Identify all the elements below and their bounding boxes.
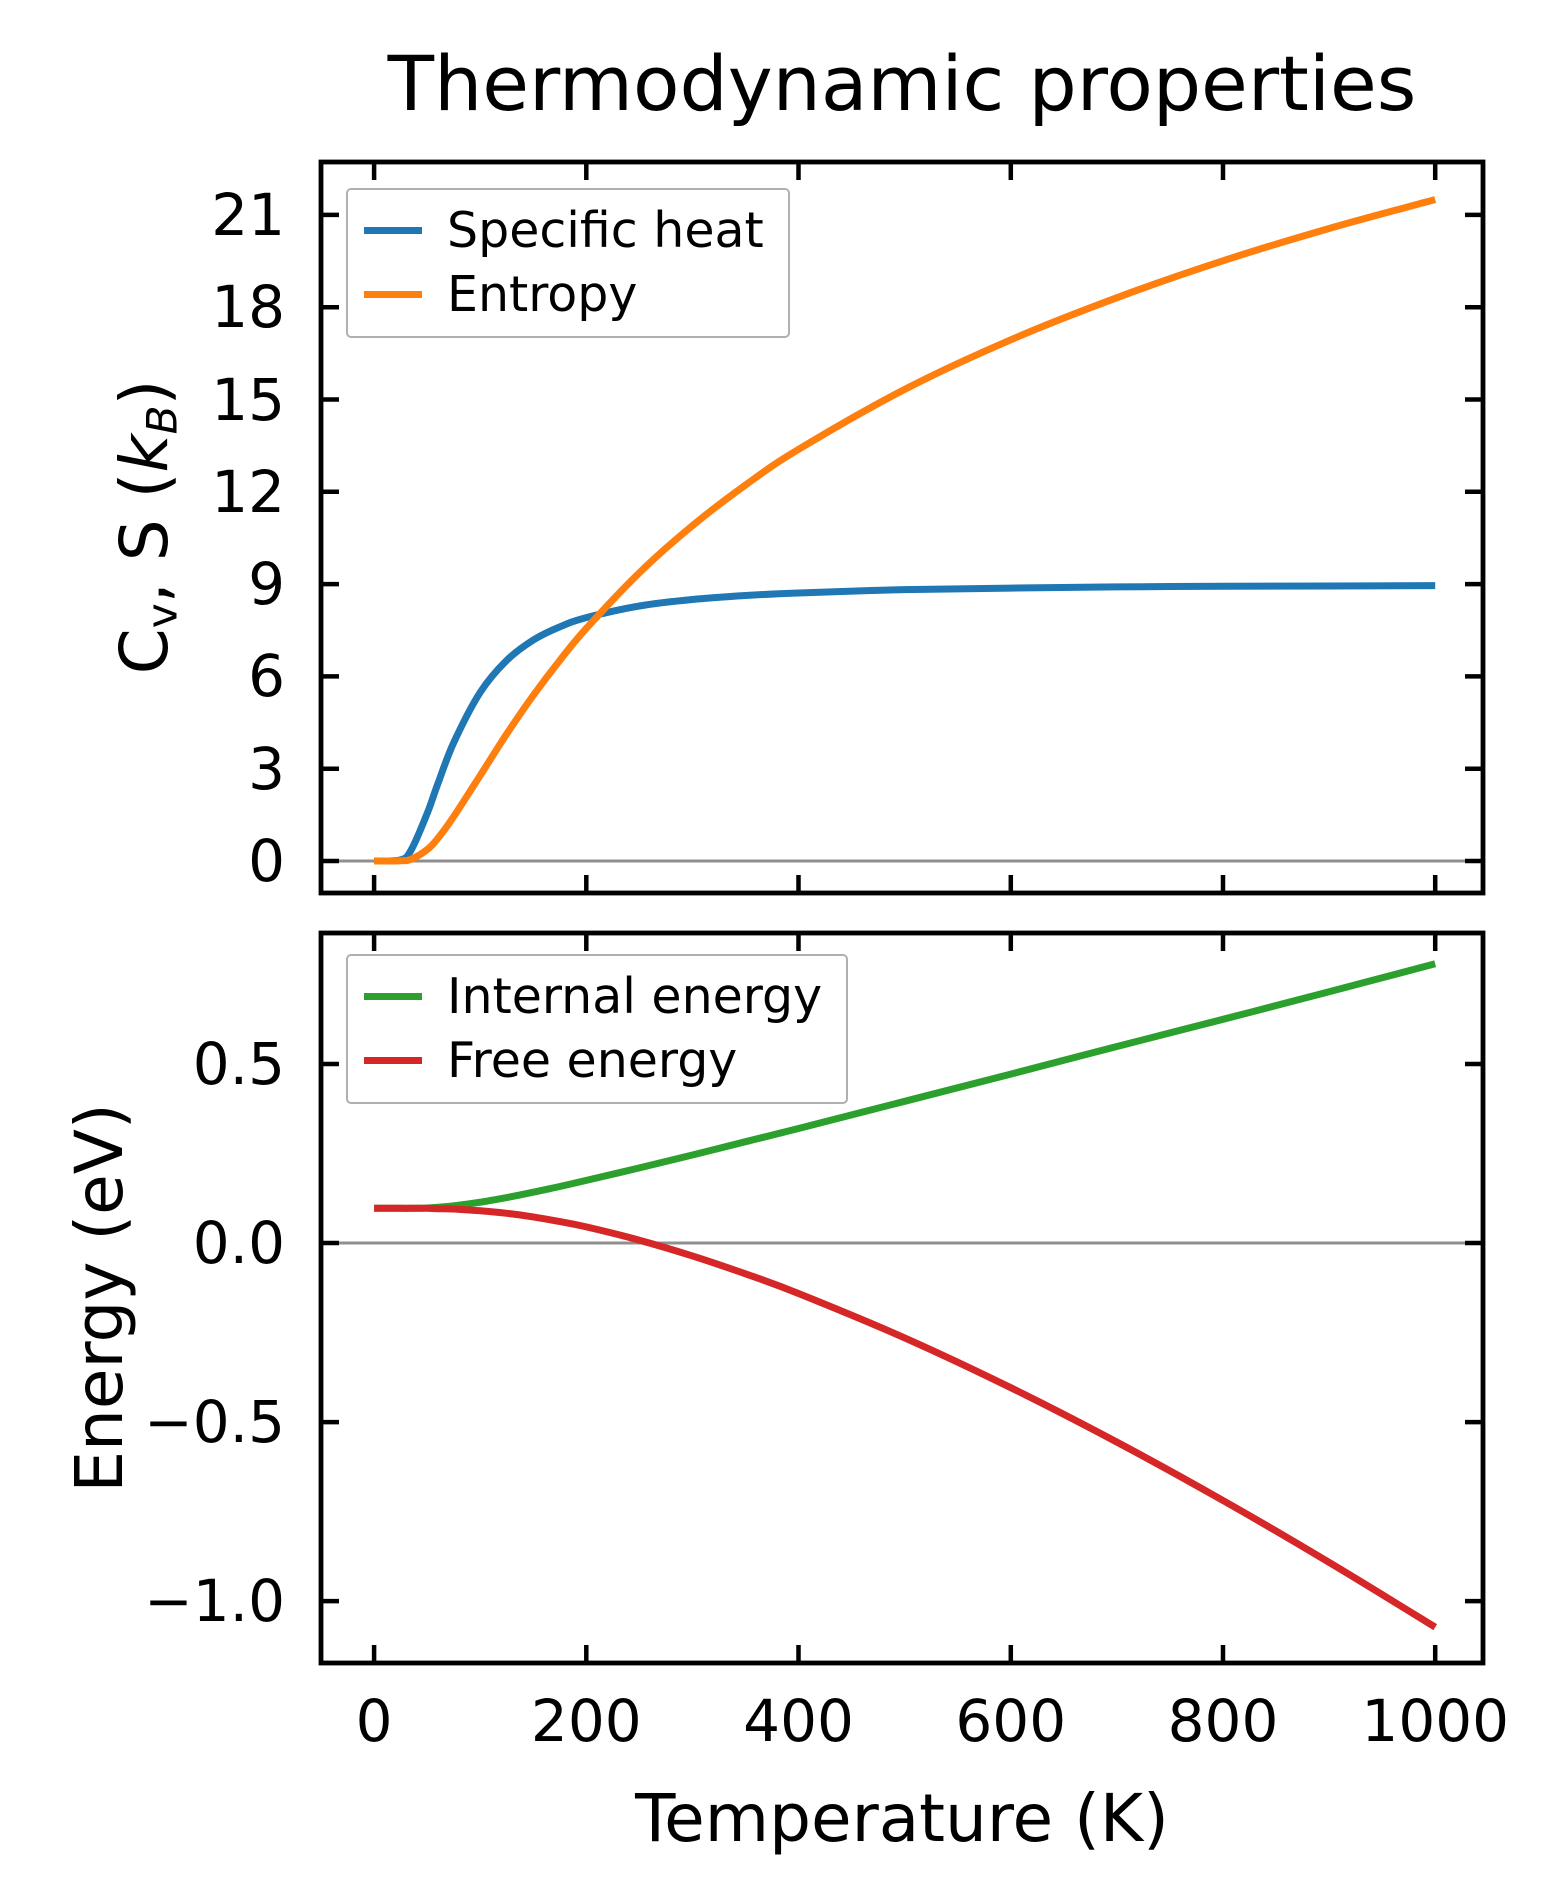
- y-tick-label: 12: [211, 457, 285, 526]
- legend-label: Specific heat: [447, 201, 764, 259]
- legend-item-specific-heat: Specific heat: [364, 198, 764, 262]
- legend-item-internal-energy: Internal energy: [364, 964, 822, 1028]
- legend-swatch-specific-heat: [364, 226, 422, 234]
- axes-spines: [318, 159, 1486, 896]
- legend-label: Free energy: [447, 1031, 738, 1089]
- legend-swatch-entropy: [364, 290, 422, 298]
- y-tick-label: 0: [248, 827, 285, 895]
- subplot-0: [318, 159, 1486, 896]
- y-tick-label: 3: [248, 734, 285, 803]
- x-axis-label: Temperature (K): [635, 1780, 1169, 1857]
- y-tick-label: 0.5: [192, 1030, 285, 1099]
- x-tick-label: 0: [355, 1687, 393, 1755]
- legend-swatch-internal-energy: [364, 992, 422, 1000]
- figure-title: Thermodynamic properties: [387, 39, 1417, 128]
- y-tick-label: −1.0: [144, 1567, 285, 1636]
- curve-entropy: [374, 196, 1437, 865]
- x-tick-label: 400: [743, 1687, 854, 1755]
- curve-specific-heat: [373, 582, 1436, 865]
- subplot-1: [318, 930, 1486, 1666]
- x-tick-label: 800: [1167, 1687, 1279, 1755]
- legend-label: Internal energy: [447, 967, 823, 1025]
- legend-subplot-1: Internal energy Free energy: [346, 954, 849, 1104]
- y-tick-label: −0.5: [144, 1388, 285, 1457]
- y-tick-label: 9: [248, 550, 285, 619]
- x-tick-label: 1000: [1361, 1687, 1510, 1755]
- legend-item-entropy: Entropy: [364, 262, 764, 326]
- y-tick-label: 0.0: [192, 1209, 285, 1278]
- legend-subplot-0: Specific heat Entropy: [346, 188, 790, 338]
- x-tick-label: 600: [955, 1687, 1067, 1755]
- legend-swatch-free-energy: [364, 1056, 422, 1064]
- y-tick-label: 21: [211, 180, 285, 249]
- legend-label: Entropy: [447, 265, 638, 323]
- y-tick-label: 15: [211, 365, 285, 434]
- y-tick-label: 6: [248, 642, 285, 711]
- curve-free-energy: [374, 1204, 1438, 1631]
- legend-item-free-energy: Free energy: [364, 1028, 822, 1092]
- y-tick-label: 18: [211, 273, 285, 342]
- x-tick-label: 200: [530, 1687, 642, 1755]
- axes-spines: [318, 930, 1486, 1666]
